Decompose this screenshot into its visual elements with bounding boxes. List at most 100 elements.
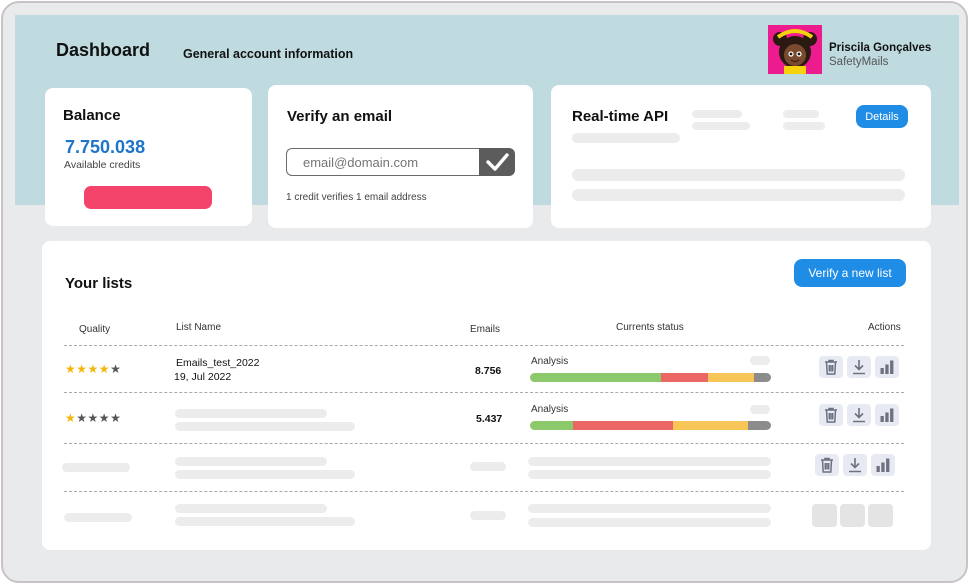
- avatar[interactable]: [768, 25, 822, 74]
- status-segment-invalid: [661, 373, 709, 382]
- list-date: 19, Jul 2022: [174, 371, 232, 383]
- skeleton-line: [572, 169, 905, 181]
- report-button[interactable]: [875, 404, 899, 426]
- verify-title: Verify an email: [287, 108, 393, 125]
- skeleton-line: [692, 110, 742, 118]
- verify-email-input[interactable]: [286, 148, 480, 176]
- row-divider: [64, 345, 904, 346]
- status-segment-unknown: [754, 373, 771, 382]
- status-bar: [530, 373, 771, 382]
- row-divider: [64, 491, 904, 492]
- download-icon: [849, 458, 861, 473]
- skeleton-line: [528, 504, 771, 513]
- column-header-actions: Actions: [868, 322, 901, 333]
- star-empty-icon: ★: [76, 411, 88, 425]
- status-segment-risky: [708, 373, 755, 382]
- list-name[interactable]: Emails_test_2022: [176, 357, 260, 369]
- checkmark-icon: [486, 153, 509, 171]
- status-segment-invalid: [573, 421, 674, 430]
- skeleton-line: [528, 457, 771, 466]
- trash-icon: [825, 359, 837, 375]
- bar-chart-icon: [880, 408, 894, 422]
- skeleton-chip: [750, 405, 770, 414]
- star-filled-icon: ★: [98, 362, 111, 376]
- verify-email-card: Verify an email 1 credit verifies 1 emai…: [268, 85, 533, 228]
- quality-stars: ★★★★★: [65, 411, 121, 425]
- download-button[interactable]: [847, 356, 871, 378]
- verify-new-list-button[interactable]: Verify a new list: [794, 259, 906, 287]
- delete-button[interactable]: [815, 454, 839, 476]
- trash-icon: [825, 407, 837, 423]
- skeleton-line: [783, 122, 825, 130]
- page-subtitle: General account information: [183, 47, 354, 61]
- skeleton-line: [572, 133, 680, 143]
- bar-chart-icon: [880, 360, 894, 374]
- user-name: Priscila Gonçalves: [829, 42, 932, 54]
- skeleton-line: [783, 110, 819, 118]
- user-company: SafetyMails: [829, 56, 889, 68]
- verify-submit-button[interactable]: [479, 148, 515, 176]
- skeleton-action: [812, 504, 837, 527]
- api-card: Real-time API Details: [551, 85, 931, 228]
- star-empty-icon: ★: [110, 411, 122, 425]
- status-bar: [530, 421, 771, 430]
- download-button[interactable]: [847, 404, 871, 426]
- lists-title: Your lists: [65, 275, 133, 292]
- download-icon: [853, 408, 865, 423]
- bar-chart-icon: [876, 458, 890, 472]
- skeleton-line: [528, 518, 771, 527]
- status-segment-unknown: [748, 421, 771, 430]
- star-empty-icon: ★: [98, 411, 111, 425]
- star-filled-icon: ★: [87, 362, 99, 376]
- skeleton-line: [470, 462, 506, 471]
- report-button[interactable]: [875, 356, 899, 378]
- row-divider: [64, 443, 904, 444]
- delete-button[interactable]: [819, 404, 843, 426]
- star-empty-icon: ★: [87, 411, 99, 425]
- column-header-emails: Emails: [470, 324, 501, 335]
- column-header-list-name: List Name: [176, 322, 222, 333]
- buy-credits-button[interactable]: [84, 186, 212, 209]
- download-icon: [853, 360, 865, 375]
- skeleton-line: [64, 513, 132, 522]
- column-header-quality: Quality: [79, 324, 111, 335]
- skeleton-line: [175, 517, 355, 526]
- skeleton-action: [840, 504, 865, 527]
- status-segment-risky: [673, 421, 749, 430]
- status-label: Analysis: [531, 356, 569, 367]
- lists-card: Your lists Verify a new list Quality Lis…: [42, 241, 931, 550]
- skeleton-line: [470, 511, 506, 520]
- balance-value: 7.750.038: [65, 137, 146, 157]
- balance-caption: Available credits: [64, 159, 141, 171]
- skeleton-line: [528, 470, 771, 479]
- list-emails-count: 5.437: [476, 413, 503, 425]
- skeleton-action: [868, 504, 893, 527]
- trash-icon: [821, 457, 833, 473]
- page-title: Dashboard: [56, 40, 151, 60]
- skeleton-line: [175, 409, 327, 418]
- avatar-illustration: [768, 25, 822, 74]
- column-header-status: Currents status: [616, 322, 684, 333]
- status-label: Analysis: [531, 404, 569, 415]
- skeleton-chip: [750, 356, 770, 365]
- star-filled-icon: ★: [65, 362, 77, 376]
- skeleton-line: [175, 504, 327, 513]
- skeleton-line: [175, 457, 327, 466]
- delete-button[interactable]: [819, 356, 843, 378]
- quality-stars: ★★★★★: [65, 362, 121, 376]
- skeleton-line: [175, 470, 355, 479]
- details-button[interactable]: Details: [856, 105, 908, 128]
- star-filled-icon: ★: [65, 411, 77, 425]
- balance-title: Balance: [63, 107, 121, 124]
- row-divider: [64, 392, 904, 393]
- report-button[interactable]: [871, 454, 895, 476]
- status-segment-valid: [530, 421, 574, 430]
- skeleton-line: [62, 463, 130, 472]
- skeleton-line: [175, 422, 355, 431]
- balance-card: Balance 7.750.038 Available credits: [45, 88, 252, 226]
- skeleton-line: [692, 122, 750, 130]
- download-button[interactable]: [843, 454, 867, 476]
- verify-note: 1 credit verifies 1 email address: [286, 192, 427, 203]
- status-segment-valid: [530, 373, 662, 382]
